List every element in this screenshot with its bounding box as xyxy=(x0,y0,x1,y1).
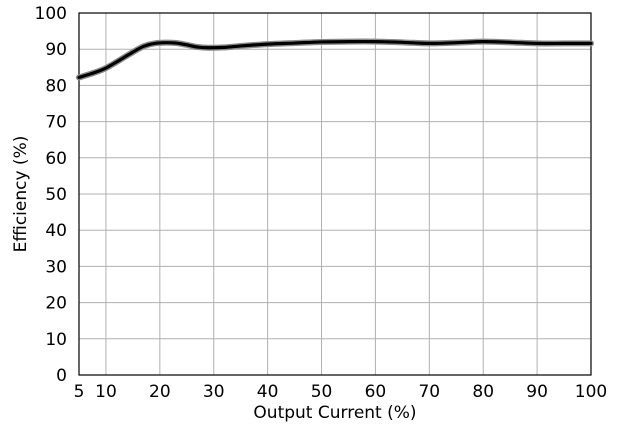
x-tick-label: 70 xyxy=(418,382,440,402)
x-tick-label: 5 xyxy=(74,382,85,402)
series xyxy=(76,38,594,81)
plot-frame xyxy=(78,12,592,376)
x-tick-labels: 5 10 20 30 40 50 60 70 80 90 100 xyxy=(74,382,608,402)
grid xyxy=(78,12,592,376)
y-tick-label: 80 xyxy=(45,76,67,96)
x-tick-label: 60 xyxy=(365,382,387,402)
y-tick-label: 30 xyxy=(45,257,67,277)
x-axis-label: Output Current (%) xyxy=(253,403,416,423)
y-tick-labels: 0 10 20 30 40 50 60 70 80 90 100 xyxy=(35,4,67,386)
x-tick-label: 40 xyxy=(257,382,279,402)
series-line-halo xyxy=(76,38,594,81)
y-tick-label: 50 xyxy=(45,185,67,205)
y-tick-label: 0 xyxy=(56,366,67,386)
y-tick-label: 100 xyxy=(35,4,67,24)
x-tick-label: 50 xyxy=(311,382,333,402)
y-tick-label: 70 xyxy=(45,113,67,133)
y-tick-label: 10 xyxy=(45,330,67,350)
y-tick-label: 20 xyxy=(45,294,67,314)
x-tick-label: 20 xyxy=(149,382,171,402)
x-tick-label: 100 xyxy=(575,382,607,402)
y-tick-label: 90 xyxy=(45,40,67,60)
x-tick-label: 90 xyxy=(526,382,548,402)
x-tick-label: 30 xyxy=(203,382,225,402)
y-tick-label: 60 xyxy=(45,149,67,169)
y-tick-label: 40 xyxy=(45,221,67,241)
y-axis-label: Efficiency (%) xyxy=(11,136,31,253)
x-tick-label: 80 xyxy=(472,382,494,402)
x-tick-label: 10 xyxy=(95,382,117,402)
series-line xyxy=(77,39,593,80)
